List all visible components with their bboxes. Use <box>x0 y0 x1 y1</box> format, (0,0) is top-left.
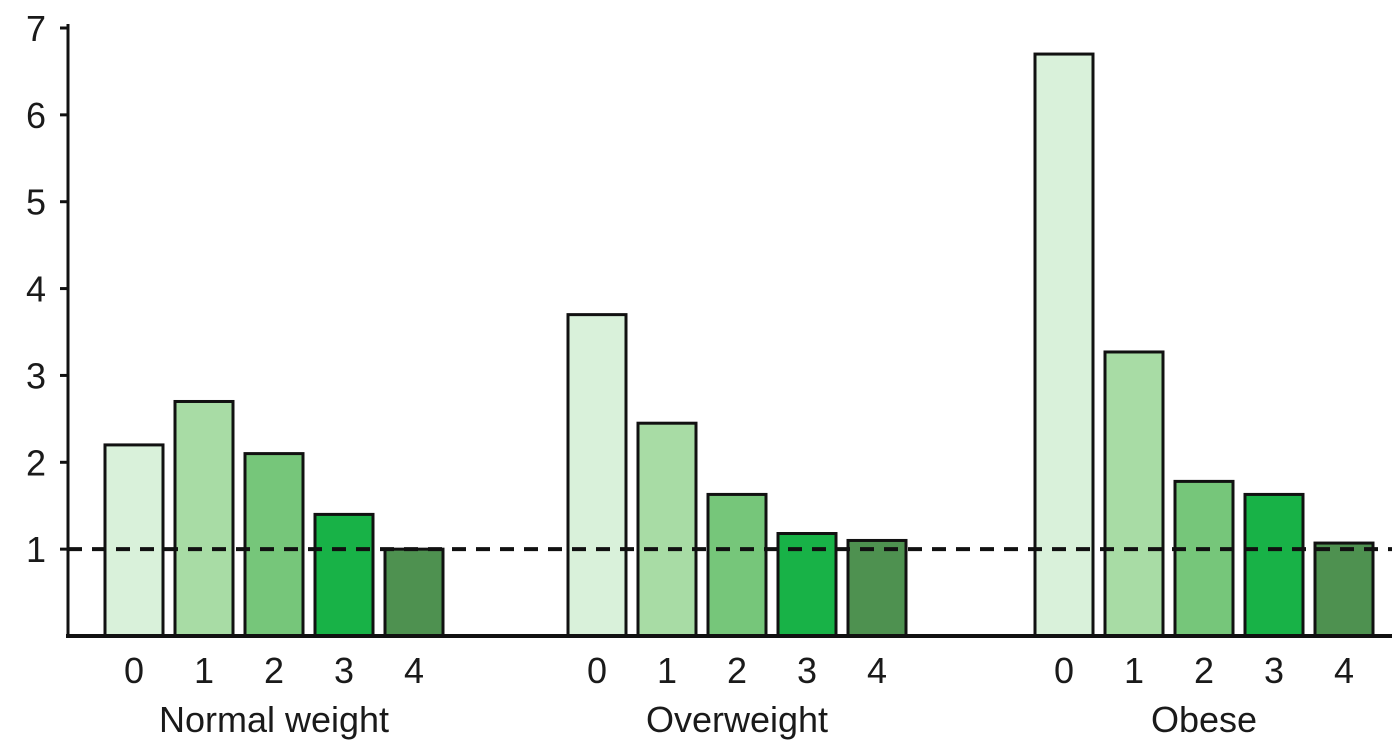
category-label: 2 <box>727 650 747 691</box>
category-label: 1 <box>194 650 214 691</box>
category-label: 2 <box>264 650 284 691</box>
bar-normal-weight-1 <box>173 399 235 638</box>
y-tick-label: 3 <box>26 355 46 396</box>
bar-normal-weight-0 <box>103 443 165 638</box>
category-label: 3 <box>797 650 817 691</box>
bar-overweight-0 <box>566 313 628 638</box>
bar-overweight-3 <box>776 532 838 638</box>
category-label: 4 <box>404 650 424 691</box>
group-label-overweight: Overweight <box>646 699 828 740</box>
category-label: 1 <box>657 650 677 691</box>
category-label: 4 <box>867 650 887 691</box>
bar-obese-3 <box>1243 492 1305 638</box>
bar-overweight-1 <box>636 421 698 638</box>
bar-obese-2 <box>1173 479 1235 638</box>
category-label: 0 <box>587 650 607 691</box>
bar-normal-weight-3 <box>313 512 375 638</box>
y-tick-label: 5 <box>26 182 46 223</box>
category-label: 3 <box>1264 650 1284 691</box>
category-label: 4 <box>1334 650 1354 691</box>
category-label: 3 <box>334 650 354 691</box>
bar-obese-0 <box>1033 52 1095 638</box>
category-label: 0 <box>124 650 144 691</box>
category-label: 1 <box>1124 650 1144 691</box>
y-tick-label: 4 <box>26 269 46 310</box>
labels-layer: 0 1 2 3 4 Normal weight 0 1 2 3 4 Overweight 0 1 2 3 4 Ob… <box>26 8 1354 740</box>
y-tick-label: 2 <box>26 442 46 483</box>
category-label: 2 <box>1194 650 1214 691</box>
bar-obese-1 <box>1103 350 1165 638</box>
y-tick-label: 7 <box>26 8 46 49</box>
y-tick-label: 1 <box>26 529 46 570</box>
axes-layer <box>60 24 1392 638</box>
bar-normal-weight-2 <box>243 452 305 638</box>
bar-normal-weight-4 <box>383 547 445 638</box>
group-label-normal-weight: Normal weight <box>159 699 389 740</box>
category-label: 0 <box>1054 650 1074 691</box>
bar-obese-4 <box>1313 541 1375 638</box>
bar-overweight-2 <box>706 492 768 638</box>
group-label-obese: Obese <box>1151 699 1257 740</box>
bars-layer <box>103 52 1375 638</box>
y-tick-label: 6 <box>26 95 46 136</box>
bar-overweight-4 <box>846 538 908 638</box>
